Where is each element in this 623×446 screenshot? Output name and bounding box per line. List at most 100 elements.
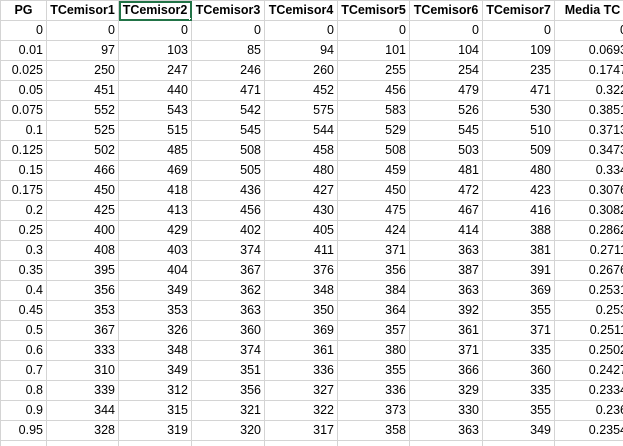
table-cell[interactable]: 427 xyxy=(264,180,338,201)
table-cell[interactable]: 0 xyxy=(46,20,119,41)
table-cell[interactable]: 0.2531 xyxy=(554,280,623,301)
table-cell[interactable]: 0.3 xyxy=(0,240,47,261)
table-cell[interactable]: 336 xyxy=(337,380,410,401)
header-cell[interactable]: Media TC xyxy=(554,0,623,21)
table-cell[interactable]: 335 xyxy=(482,380,555,401)
table-cell[interactable] xyxy=(0,440,47,446)
table-cell[interactable]: 392 xyxy=(409,300,483,321)
table-cell[interactable]: 471 xyxy=(482,80,555,101)
table-cell[interactable]: 467 xyxy=(409,200,483,221)
header-cell[interactable]: TCemisor4 xyxy=(264,0,338,21)
table-cell[interactable]: 575 xyxy=(264,100,338,121)
table-cell[interactable]: 480 xyxy=(482,160,555,181)
table-cell[interactable]: 0 xyxy=(554,20,623,41)
table-cell[interactable] xyxy=(409,440,483,446)
table-cell[interactable]: 0 xyxy=(118,20,192,41)
table-cell[interactable]: 472 xyxy=(409,180,483,201)
table-cell[interactable]: 418 xyxy=(118,180,192,201)
table-cell[interactable]: 250 xyxy=(46,60,119,81)
table-cell[interactable]: 85 xyxy=(191,40,265,61)
table-cell[interactable]: 471 xyxy=(191,80,265,101)
table-cell[interactable]: 395 xyxy=(46,260,119,281)
table-cell[interactable]: 0.95 xyxy=(0,420,47,441)
table-cell[interactable]: 361 xyxy=(409,320,483,341)
table-cell[interactable]: 0.2354 xyxy=(554,420,623,441)
table-cell[interactable]: 326 xyxy=(118,320,192,341)
table-cell[interactable]: 503 xyxy=(409,140,483,161)
table-cell[interactable]: 456 xyxy=(337,80,410,101)
table-cell[interactable]: 0.25 xyxy=(0,220,47,241)
table-cell[interactable]: 374 xyxy=(191,340,265,361)
table-cell[interactable]: 469 xyxy=(118,160,192,181)
table-cell[interactable]: 366 xyxy=(409,360,483,381)
table-cell[interactable] xyxy=(337,440,410,446)
table-cell[interactable]: 0.2427 xyxy=(554,360,623,381)
table-cell[interactable]: 349 xyxy=(482,420,555,441)
table-cell[interactable]: 0.3851 xyxy=(554,100,623,121)
table-cell[interactable]: 363 xyxy=(409,420,483,441)
table-cell[interactable]: 0.322 xyxy=(554,80,623,101)
table-cell[interactable] xyxy=(46,440,119,446)
table-cell[interactable]: 328 xyxy=(46,420,119,441)
table-cell[interactable]: 456 xyxy=(191,200,265,221)
table-cell[interactable]: 0.05 xyxy=(0,80,47,101)
table-cell[interactable]: 0.0693 xyxy=(554,40,623,61)
table-cell[interactable]: 363 xyxy=(409,280,483,301)
table-cell[interactable]: 0 xyxy=(409,20,483,41)
table-cell[interactable]: 0.3473 xyxy=(554,140,623,161)
table-cell[interactable]: 388 xyxy=(482,220,555,241)
table-cell[interactable]: 369 xyxy=(482,280,555,301)
table-cell[interactable]: 357 xyxy=(337,320,410,341)
table-cell[interactable]: 369 xyxy=(264,320,338,341)
table-cell[interactable]: 360 xyxy=(482,360,555,381)
header-cell[interactable]: TCemisor1 xyxy=(46,0,119,21)
table-cell[interactable]: 525 xyxy=(46,120,119,141)
table-cell[interactable]: 508 xyxy=(337,140,410,161)
table-cell[interactable]: 374 xyxy=(191,240,265,261)
table-cell[interactable]: 480 xyxy=(264,160,338,181)
table-cell[interactable]: 336 xyxy=(264,360,338,381)
table-cell[interactable]: 0.1747 xyxy=(554,60,623,81)
table-cell[interactable]: 544 xyxy=(264,120,338,141)
table-cell[interactable]: 355 xyxy=(482,300,555,321)
table-cell[interactable]: 411 xyxy=(264,240,338,261)
table-cell[interactable]: 356 xyxy=(191,380,265,401)
table-cell[interactable]: 371 xyxy=(482,320,555,341)
table-cell[interactable]: 0.3082 xyxy=(554,200,623,221)
table-cell[interactable]: 321 xyxy=(191,400,265,421)
table-cell[interactable]: 0.2676 xyxy=(554,260,623,281)
table-cell[interactable]: 367 xyxy=(46,320,119,341)
table-cell[interactable]: 103 xyxy=(118,40,192,61)
table-cell[interactable]: 0 xyxy=(191,20,265,41)
table-cell[interactable]: 312 xyxy=(118,380,192,401)
table-cell[interactable]: 425 xyxy=(46,200,119,221)
table-cell[interactable]: 381 xyxy=(482,240,555,261)
table-cell[interactable]: 247 xyxy=(118,60,192,81)
table-cell[interactable]: 371 xyxy=(409,340,483,361)
table-cell[interactable]: 0.236 xyxy=(554,400,623,421)
table-cell[interactable]: 403 xyxy=(118,240,192,261)
table-cell[interactable]: 109 xyxy=(482,40,555,61)
table-cell[interactable]: 0 xyxy=(264,20,338,41)
table-cell[interactable]: 358 xyxy=(337,420,410,441)
table-cell[interactable]: 0.2862 xyxy=(554,220,623,241)
table-cell[interactable]: 0.7 xyxy=(0,360,47,381)
table-cell[interactable]: 0.1 xyxy=(0,120,47,141)
table-cell[interactable]: 317 xyxy=(264,420,338,441)
table-cell[interactable]: 583 xyxy=(337,100,410,121)
table-cell[interactable]: 505 xyxy=(191,160,265,181)
table-cell[interactable]: 466 xyxy=(46,160,119,181)
table-cell[interactable]: 0.2711 xyxy=(554,240,623,261)
table-cell[interactable]: 423 xyxy=(482,180,555,201)
table-cell[interactable]: 0.253 xyxy=(554,300,623,321)
fill-handle[interactable] xyxy=(189,18,191,20)
table-cell[interactable]: 349 xyxy=(118,360,192,381)
table-cell[interactable]: 0.3076 xyxy=(554,180,623,201)
table-cell[interactable]: 542 xyxy=(191,100,265,121)
table-cell[interactable]: 0.5 xyxy=(0,320,47,341)
table-cell[interactable]: 344 xyxy=(46,400,119,421)
table-cell[interactable]: 350 xyxy=(264,300,338,321)
header-cell[interactable]: TCemisor5 xyxy=(337,0,410,21)
table-cell[interactable]: 508 xyxy=(191,140,265,161)
